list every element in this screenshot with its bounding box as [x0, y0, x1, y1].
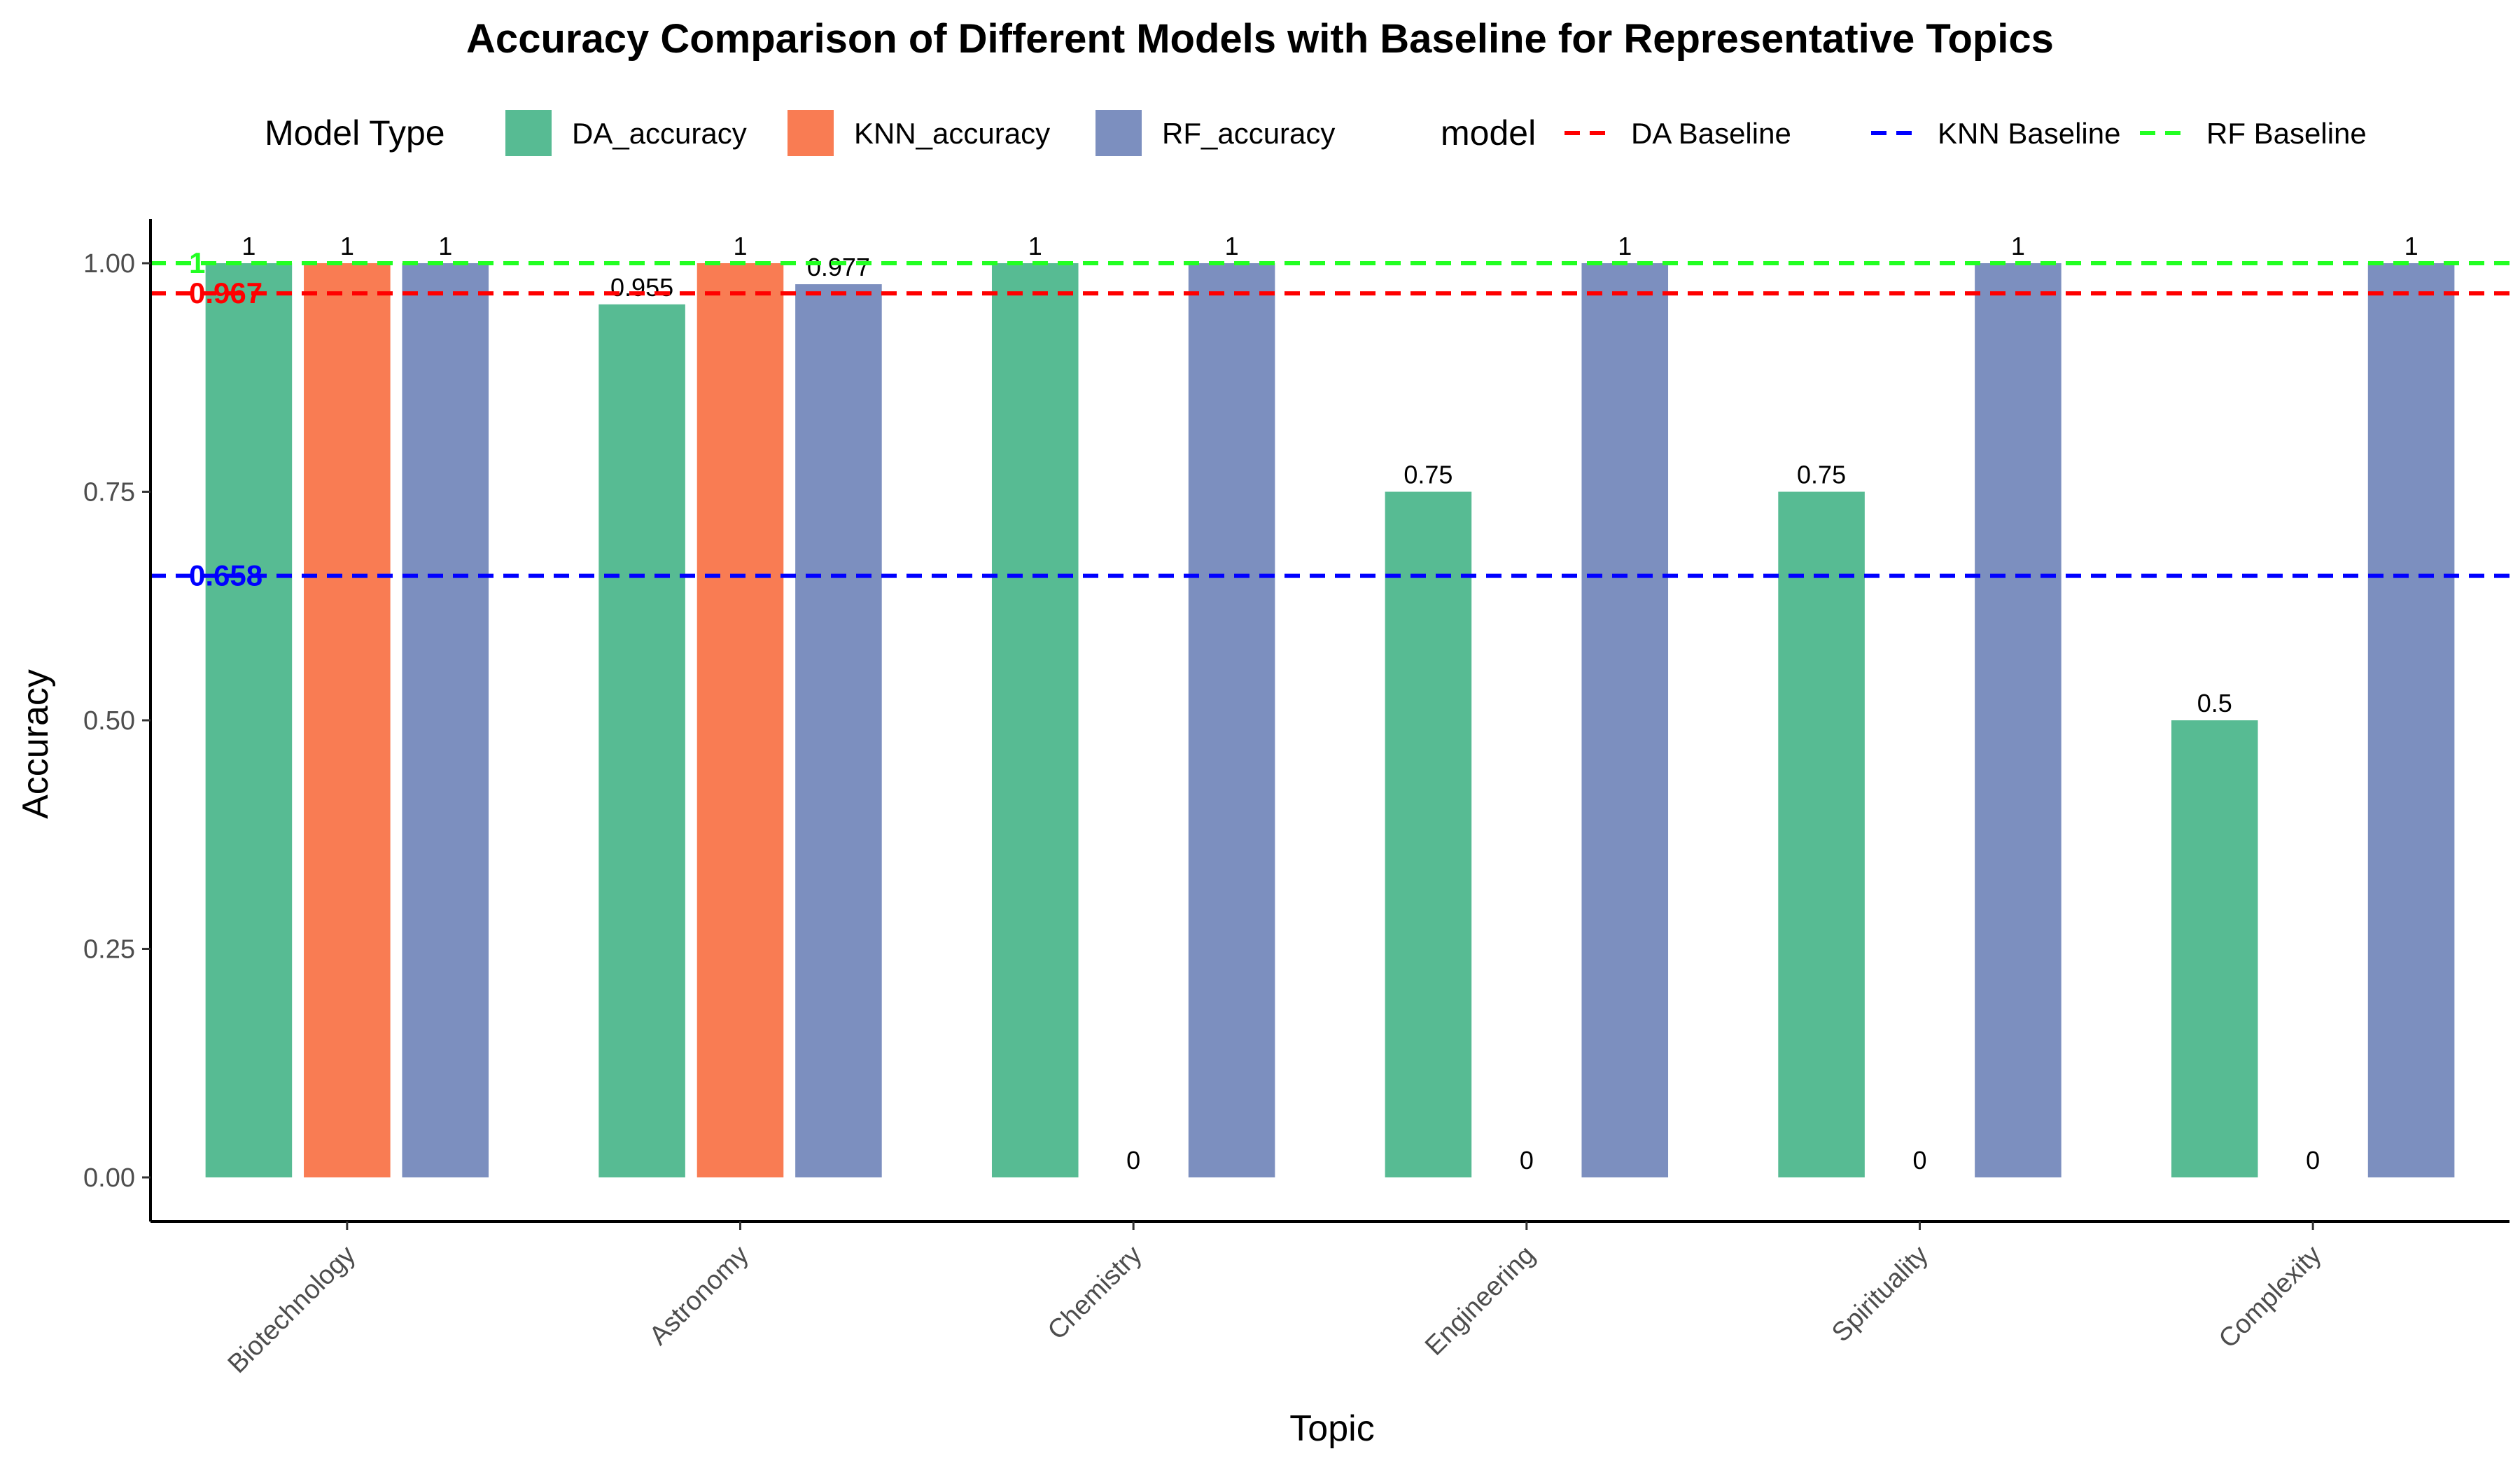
- y-tick-label: 0.75: [83, 478, 135, 507]
- bar-DA_accuracy-Engineering: [1385, 491, 1472, 1177]
- bar-KNN_accuracy-Astronomy: [696, 263, 784, 1177]
- bar-RF_accuracy-Chemistry: [1188, 263, 1275, 1177]
- bar-label-KNN_accuracy-Spirituality: 0: [1912, 1146, 1926, 1175]
- bar-label-KNN_accuracy-Complexity: 0: [2306, 1146, 2320, 1175]
- baseline-label-RF Baseline: 1: [189, 246, 205, 279]
- bar-label-KNN_accuracy-Chemistry: 0: [1126, 1146, 1140, 1175]
- bar-RF_accuracy-Spirituality: [1975, 263, 2062, 1177]
- legend-label-DA_accuracy: DA_accuracy: [572, 117, 747, 150]
- bar-label-RF_accuracy-Complexity: 1: [2404, 232, 2418, 260]
- legend-swatch-KNN_accuracy: [788, 110, 834, 156]
- legend-label-DA Baseline: DA Baseline: [1631, 117, 1791, 150]
- bar-RF_accuracy-Complexity: [2367, 263, 2455, 1177]
- x-tick-label-Chemistry: Chemistry: [1042, 1240, 1148, 1346]
- bar-RF_accuracy-Engineering: [1581, 263, 1669, 1177]
- y-tick-label: 1.00: [83, 249, 135, 279]
- x-tick-label-Engineering: Engineering: [1420, 1240, 1541, 1362]
- bar-label-KNN_accuracy-Engineering: 0: [1520, 1146, 1534, 1175]
- baseline-label-DA Baseline: 0.967: [189, 276, 262, 309]
- x-tick-label-Biotechnology: Biotechnology: [223, 1240, 362, 1380]
- bar-label-RF_accuracy-Biotechnology: 1: [438, 232, 452, 260]
- bar-label-DA_accuracy-Engineering: 0.75: [1404, 461, 1452, 489]
- x-tick-label-Astronomy: Astronomy: [644, 1240, 755, 1351]
- bar-label-RF_accuracy-Spirituality: 1: [2011, 232, 2025, 260]
- legend-swatch-RF_accuracy: [1096, 110, 1142, 156]
- bar-label-RF_accuracy-Engineering: 1: [1618, 232, 1632, 260]
- legend-label-KNN Baseline: KNN Baseline: [1938, 117, 2120, 150]
- bar-label-KNN_accuracy-Biotechnology: 1: [340, 232, 354, 260]
- y-tick-label: 0.25: [83, 935, 135, 965]
- bar-label-DA_accuracy-Chemistry: 1: [1028, 232, 1042, 260]
- chart-title: Accuracy Comparison of Different Models …: [466, 16, 2054, 62]
- bar-DA_accuracy-Biotechnology: [205, 263, 293, 1177]
- x-tick-label-Complexity: Complexity: [2213, 1240, 2328, 1354]
- bar-label-DA_accuracy-Spirituality: 0.75: [1797, 461, 1846, 489]
- y-tick-label: 0.00: [83, 1163, 135, 1193]
- legend-label-KNN_accuracy: KNN_accuracy: [854, 117, 1050, 150]
- bar-DA_accuracy-Astronomy: [598, 304, 685, 1177]
- bar-label-KNN_accuracy-Astronomy: 1: [733, 232, 747, 260]
- legend-label-RF Baseline: RF Baseline: [2206, 117, 2367, 150]
- bar-RF_accuracy-Biotechnology: [402, 263, 489, 1177]
- bar-label-DA_accuracy-Astronomy: 0.955: [610, 273, 673, 302]
- bar-label-DA_accuracy-Biotechnology: 1: [241, 232, 255, 260]
- baseline-label-KNN Baseline: 0.658: [189, 559, 262, 592]
- legend-title-model: model: [1441, 113, 1536, 153]
- y-tick-label: 0.50: [83, 706, 135, 736]
- x-tick-label-Spirituality: Spirituality: [1826, 1240, 1934, 1348]
- bar-label-RF_accuracy-Astronomy: 0.977: [807, 253, 870, 281]
- legend: Model Type DA_accuracy KNN_accuracy RF_accu…: [265, 110, 2367, 156]
- y-axis-title: Accuracy: [15, 669, 56, 819]
- bar-DA_accuracy-Spirituality: [1778, 491, 1865, 1177]
- bar-DA_accuracy-Complexity: [2171, 720, 2258, 1177]
- bar-KNN_accuracy-Biotechnology: [304, 263, 391, 1177]
- bar-DA_accuracy-Chemistry: [991, 263, 1079, 1177]
- bar-label-DA_accuracy-Complexity: 0.5: [2197, 689, 2232, 718]
- bar-label-RF_accuracy-Chemistry: 1: [1225, 232, 1239, 260]
- legend-title-model-type: Model Type: [265, 113, 445, 153]
- bar-RF_accuracy-Astronomy: [795, 284, 882, 1178]
- x-axis-title: Topic: [1289, 1408, 1374, 1449]
- legend-swatch-DA_accuracy: [505, 110, 552, 156]
- legend-label-RF_accuracy: RF_accuracy: [1162, 117, 1335, 150]
